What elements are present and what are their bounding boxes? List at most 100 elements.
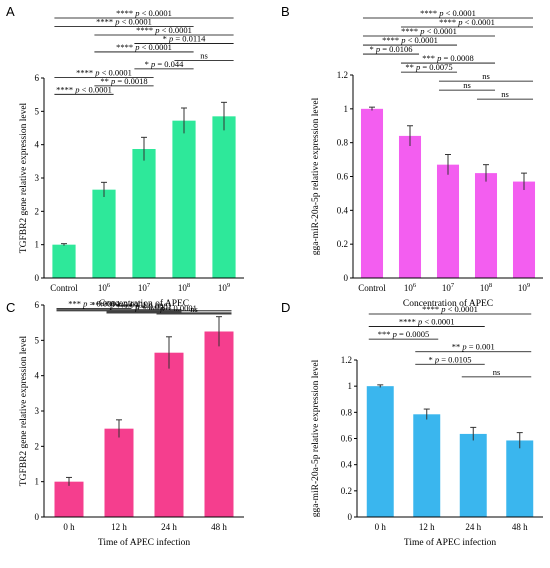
significance-label: **** p < 0.0001 — [56, 84, 112, 94]
x-tick-label: 24 h — [465, 522, 481, 532]
bar — [512, 181, 536, 278]
bar — [54, 481, 84, 517]
significance-label: ns — [190, 304, 198, 314]
x-tick-label: Control — [358, 283, 386, 293]
significance-label: **** p < 0.0001 — [116, 42, 172, 52]
bar — [172, 120, 196, 279]
y-tick-label: 0.4 — [337, 205, 349, 215]
significance-label: *** p = 0.0004 — [68, 299, 120, 309]
bar — [474, 173, 498, 278]
significance-label: **** p < 0.0001 — [116, 8, 172, 18]
y-tick-label: 6 — [35, 73, 40, 83]
significance-label: **** p < 0.0001 — [422, 304, 478, 314]
bar — [132, 149, 156, 278]
significance-label: ns — [493, 367, 501, 377]
y-tick-label: 5 — [35, 335, 40, 345]
x-axis-label: Concentration of APEC — [403, 298, 493, 309]
significance-label: **** p < 0.0001 — [439, 17, 495, 27]
y-tick-label: 0.6 — [341, 434, 353, 444]
x-tick-label: 12 h — [111, 522, 127, 532]
y-tick-label: 1.2 — [337, 70, 348, 80]
x-tick-label: 48 h — [211, 522, 227, 532]
y-tick-label: 0.2 — [341, 486, 352, 496]
panel-label: B — [281, 4, 290, 19]
bar — [398, 135, 422, 278]
x-axis-label: Time of APEC infection — [404, 537, 497, 548]
bar — [154, 352, 184, 517]
x-axis-label: Concentration of APEC — [99, 298, 189, 309]
y-tick-label: 0.8 — [341, 407, 353, 417]
significance-label: **** p < 0.0001 — [136, 25, 192, 35]
bar — [92, 189, 116, 278]
significance-label: **** p < 0.0001 — [420, 8, 476, 18]
y-tick-label: 1 — [348, 381, 353, 391]
y-tick-label: 4 — [35, 371, 40, 381]
chart-B: B 0 0.2 0.4 0.6 0.8 1 1.2 Control 106 107 108 109 Con… — [281, 4, 543, 309]
x-tick-label: 107 — [442, 282, 455, 293]
x-tick-label: 109 — [518, 282, 530, 293]
significance-label: **** p < 0.0001 — [96, 16, 152, 26]
bar — [366, 386, 394, 517]
bar — [506, 440, 534, 517]
significance-label: **** p < 0.0001 — [76, 67, 132, 77]
x-tick-label: 109 — [218, 282, 230, 293]
significance-label: **** p < 0.0001 — [116, 301, 172, 311]
significance-label: * p = 0.0105 — [428, 354, 471, 364]
y-tick-label: 0 — [35, 273, 40, 283]
y-tick-label: 4 — [35, 140, 40, 150]
significance-label: ns — [482, 71, 490, 81]
y-tick-label: 5 — [35, 106, 40, 116]
y-tick-label: 2 — [35, 441, 40, 451]
bar — [212, 116, 236, 278]
significance-label: *** p = 0.0008 — [422, 53, 474, 63]
y-tick-label: 0 — [348, 512, 353, 522]
panel-label: A — [6, 4, 15, 19]
y-tick-label: 1 — [35, 240, 40, 250]
bar — [52, 244, 76, 278]
y-tick-label: 2 — [35, 206, 40, 216]
significance-label: *** p = 0.0005 — [378, 329, 430, 339]
y-tick-label: 0 — [344, 273, 349, 283]
bar — [360, 108, 384, 278]
panel-label: C — [6, 300, 15, 315]
bar — [104, 428, 134, 517]
x-tick-label: 0 h — [375, 522, 387, 532]
significance-label: ns — [463, 80, 471, 90]
significance-label: **** p < 0.0001 — [401, 26, 457, 36]
x-tick-label: 107 — [138, 282, 151, 293]
x-tick-label: 108 — [178, 282, 190, 293]
y-tick-label: 0.8 — [337, 138, 349, 148]
significance-label: **** p < 0.0001 — [399, 317, 455, 327]
significance-label: ns — [200, 50, 208, 60]
x-tick-label: 12 h — [419, 522, 435, 532]
y-tick-label: 0 — [35, 512, 40, 522]
panel-label: D — [281, 300, 290, 315]
x-tick-label: 0 h — [63, 522, 75, 532]
significance-label: ns — [501, 89, 509, 99]
significance-label: **** p < 0.0001 — [91, 300, 147, 310]
y-tick-label: 3 — [35, 173, 40, 183]
significance-label: ** p = 0.0018 — [100, 76, 147, 86]
significance-label: **** p < 0.0001 — [382, 35, 438, 45]
significance-label: * p = 0.0114 — [163, 33, 206, 43]
y-axis-label: gga-miR-20a-5p relative expression level — [311, 97, 321, 255]
x-axis-label: Time of APEC infection — [98, 537, 191, 548]
y-axis-label: TGFBR2 gene relative expression level — [19, 335, 29, 486]
chart-C: C 0 1 2 3 4 5 6 0 h 12 h 24 h 48 h Time of APEC infe… — [6, 299, 244, 548]
chart-D: D 0 0.2 0.4 0.6 0.8 1 1.2 0 h 12 h 24 h 48 h Time of… — [281, 300, 543, 548]
bar — [413, 414, 441, 517]
y-tick-label: 0.6 — [337, 172, 349, 182]
bar — [459, 433, 487, 517]
x-tick-label: 48 h — [512, 522, 528, 532]
y-tick-label: 1 — [344, 104, 349, 114]
significance-label: **** p < 0.0001 — [141, 303, 197, 313]
x-tick-label: 108 — [480, 282, 492, 293]
y-tick-label: 1 — [35, 477, 40, 487]
y-tick-label: 1.2 — [341, 355, 352, 365]
x-tick-label: 24 h — [161, 522, 177, 532]
y-tick-label: 0.2 — [337, 239, 348, 249]
chart-A: A 0 1 2 3 4 5 6 Control 106 107 108 109 Concentration… — [6, 4, 244, 309]
y-tick-label: 0.4 — [341, 460, 353, 470]
significance-label: **** p < 0.0001 — [116, 302, 172, 312]
